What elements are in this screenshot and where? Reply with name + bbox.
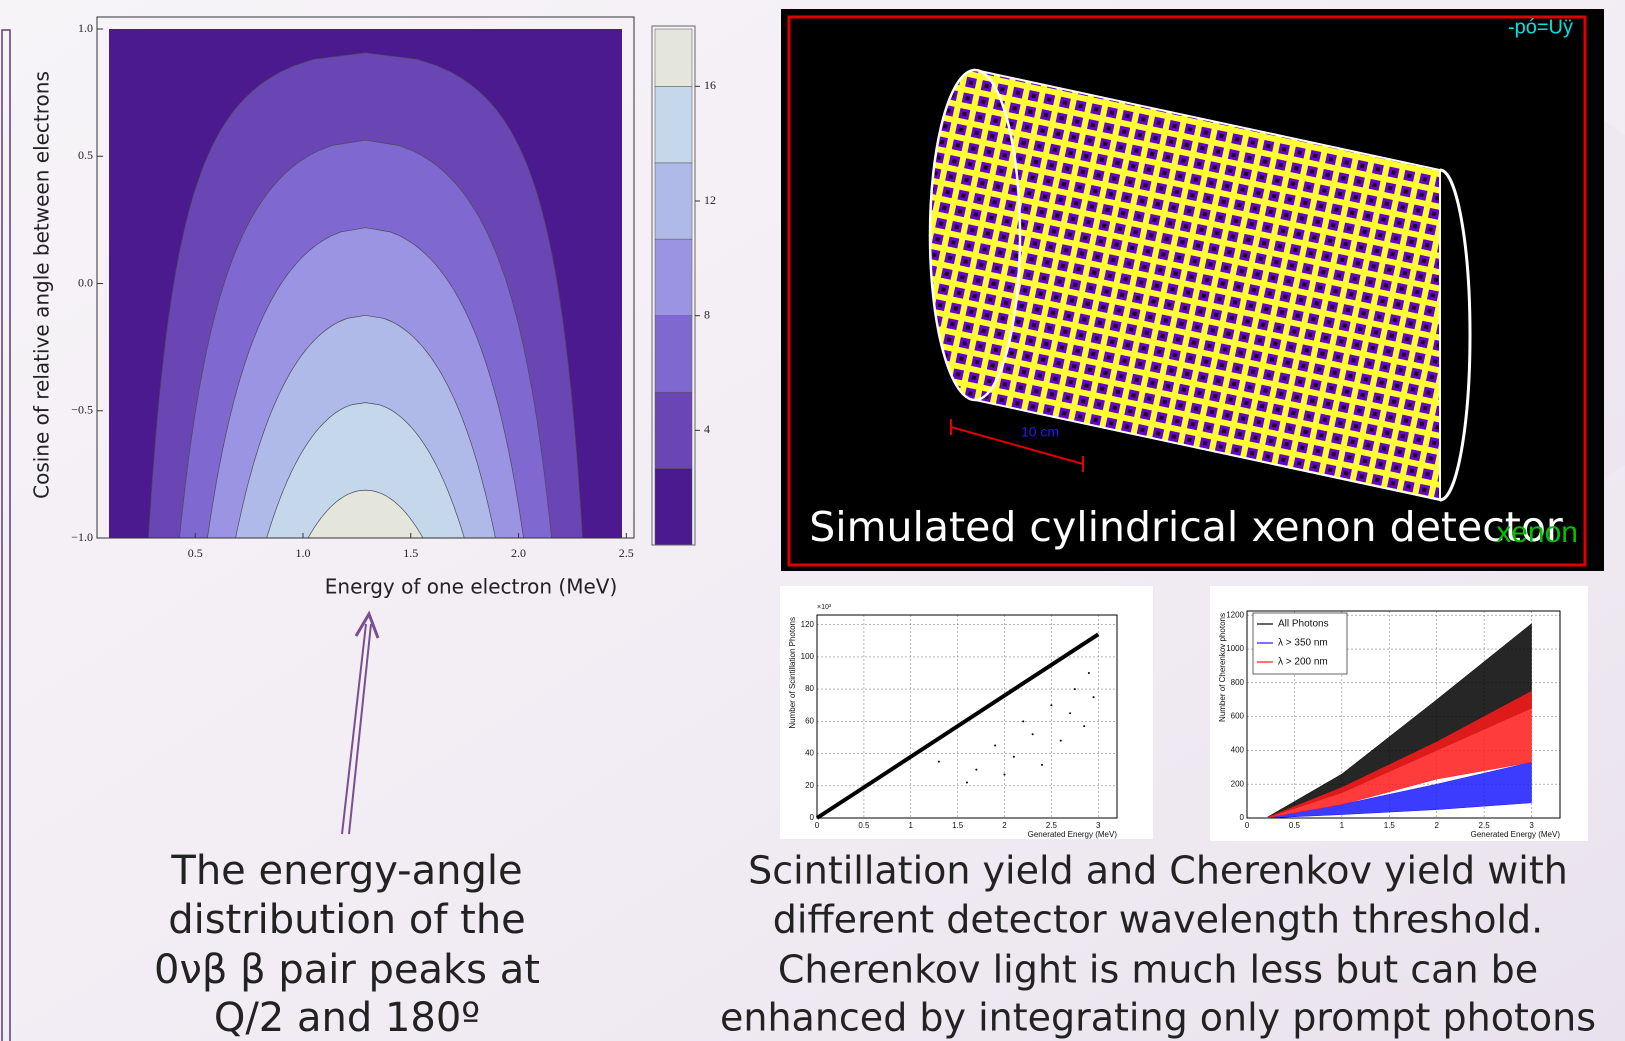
caption-line: 0νβ β pair peaks at [154, 947, 540, 993]
x-tick-label: 2.0 [511, 546, 526, 560]
colorbar-band [655, 316, 692, 393]
colorbar-band [655, 29, 692, 86]
data-point [1093, 696, 1095, 698]
x-tick-label: 2 [1002, 821, 1007, 830]
y-tick-label: 60 [805, 716, 814, 725]
x-tick-label: 2.5 [619, 546, 634, 560]
caption-line: Cherenkov light is much less but can be [778, 948, 1538, 992]
y-tick-label: 20 [805, 781, 814, 790]
caption-line: different detector wavelength threshold. [773, 898, 1543, 942]
x-tick-label: 1 [909, 821, 914, 830]
data-point [994, 745, 996, 747]
y-tick-label: 1.0 [78, 21, 93, 35]
x-tick-label: 0.5 [188, 546, 203, 560]
y-tick-label: −0.5 [71, 403, 93, 417]
colorbar-band [655, 239, 692, 316]
x-axis-label: Generated Energy (MeV) [1471, 830, 1561, 839]
y-multiplier: ×10³ [817, 604, 832, 611]
slide: 10 cm -pó=Uÿ Simulated cylindrical xenon… [0, 0, 1625, 1041]
data-point [1074, 688, 1076, 690]
y-tick-label: 1200 [1226, 610, 1244, 619]
x-tick-label: 1 [1340, 821, 1345, 830]
y-tick-label: 600 [1231, 712, 1245, 721]
contour-plot [109, 29, 622, 564]
colorbar-band [655, 163, 692, 239]
x-axis-label: Energy of one electron (MeV) [325, 575, 618, 599]
scale-label: 10 cm [1021, 424, 1059, 440]
data-point [1041, 764, 1043, 766]
y-axis-label: Number of Scintillation Photons [788, 617, 797, 729]
data-point [1013, 756, 1015, 758]
data-point [966, 782, 968, 784]
colorbar-tick-label: 12 [704, 193, 716, 207]
caption-line: enhanced by integrating only prompt phot… [720, 996, 1596, 1040]
y-tick-label: −1.0 [71, 530, 93, 544]
x-tick-label: 1.5 [952, 821, 964, 830]
y-tick-label: 0.5 [78, 148, 93, 162]
corner-label: -pó=Uÿ [1508, 16, 1573, 38]
y-tick-label: 120 [801, 620, 815, 629]
x-tick-label: 1.0 [295, 546, 310, 560]
data-point [1004, 774, 1006, 776]
x-tick-label: 3 [1096, 821, 1101, 830]
x-tick-label: 0 [1245, 821, 1250, 830]
legend-label: λ > 350 nm [1278, 638, 1328, 649]
y-tick-label: 400 [1231, 746, 1245, 755]
x-tick-label: 3 [1529, 821, 1534, 830]
caption-line: Q/2 and 180º [214, 995, 480, 1041]
y-tick-label: 800 [1231, 678, 1245, 687]
data-point [975, 769, 977, 771]
data-point [1022, 720, 1024, 722]
cylinder-end [930, 70, 1020, 400]
x-tick-label: 2.5 [1479, 821, 1491, 830]
plot-panel [780, 586, 1153, 839]
y-tick-label: 100 [801, 652, 815, 661]
data-point [1050, 704, 1052, 706]
data-point [1032, 733, 1034, 735]
y-axis-label: Cosine of relative angle between electro… [30, 71, 54, 499]
x-tick-label: 1.5 [403, 546, 418, 560]
detector-panel: 10 cm -pó=Uÿ Simulated cylindrical xenon… [781, 9, 1604, 571]
detector-title: Simulated cylindrical xenon detector [809, 503, 1563, 551]
data-point [1083, 725, 1085, 727]
y-tick-label: 40 [805, 749, 814, 758]
x-axis-label: Generated Energy (MeV) [1028, 830, 1118, 839]
colorbar-tick-label: 4 [704, 422, 710, 436]
caption-line: The energy-angle [170, 848, 522, 894]
data-point [1088, 672, 1090, 674]
caption-line: distribution of the [168, 897, 526, 943]
legend-label: All Photons [1278, 619, 1329, 630]
legend-label: λ > 200 nm [1278, 657, 1328, 668]
colorbar-band [655, 86, 692, 163]
colorbar-band [655, 392, 692, 468]
x-tick-label: 0.5 [1289, 821, 1301, 830]
y-tick-label: 200 [1231, 779, 1245, 788]
x-tick-label: 2 [1434, 821, 1439, 830]
data-point [1060, 740, 1062, 742]
x-tick-label: 0 [815, 821, 820, 830]
caption-line: Scintillation yield and Cherenkov yield … [748, 849, 1568, 893]
y-axis-label: Number of Cherenkov photons [1218, 613, 1227, 722]
y-tick-label: 1000 [1226, 644, 1244, 653]
page: 10 cm -pó=Uÿ Simulated cylindrical xenon… [0, 0, 1625, 1041]
y-tick-label: 0 [1240, 813, 1245, 822]
x-tick-label: 0.5 [858, 821, 870, 830]
colorbar-tick-label: 8 [704, 307, 710, 321]
overlay-label: xenon [1496, 516, 1578, 549]
y-tick-label: 0 [810, 813, 815, 822]
x-tick-label: 1.5 [1384, 821, 1396, 830]
colorbar-tick-label: 16 [704, 78, 716, 92]
y-tick-label: 0.0 [78, 275, 93, 289]
colorbar-band [655, 468, 692, 545]
data-point [1069, 712, 1071, 714]
data-point [938, 761, 940, 763]
x-tick-label: 2.5 [1046, 821, 1058, 830]
y-tick-label: 80 [805, 684, 814, 693]
